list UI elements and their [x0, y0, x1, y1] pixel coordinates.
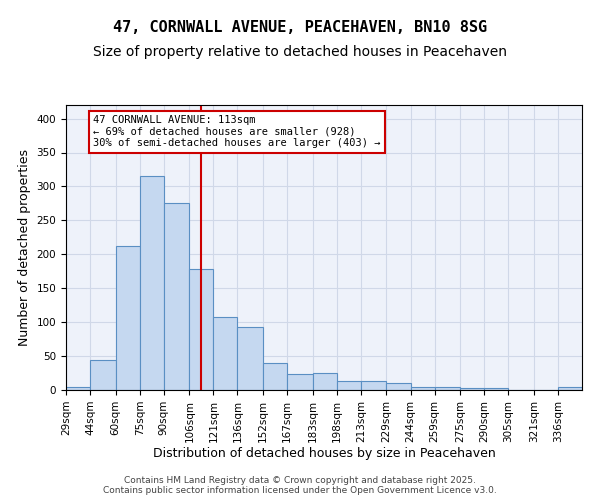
Bar: [410, 386, 434, 390]
Bar: [140, 176, 164, 390]
Bar: [190, 269, 214, 390]
Bar: [337, 380, 361, 390]
Bar: [66, 386, 90, 390]
Bar: [558, 388, 582, 390]
X-axis label: Distribution of detached houses by size in Peacehaven: Distribution of detached houses by size …: [152, 448, 496, 460]
Bar: [361, 381, 386, 390]
Bar: [287, 374, 313, 390]
Bar: [116, 246, 140, 390]
Bar: [90, 360, 116, 390]
Bar: [434, 386, 460, 390]
Bar: [238, 327, 263, 390]
Bar: [263, 363, 287, 390]
Bar: [313, 373, 337, 390]
Bar: [386, 382, 410, 390]
Y-axis label: Number of detached properties: Number of detached properties: [18, 149, 31, 346]
Bar: [164, 204, 190, 390]
Text: 47 CORNWALL AVENUE: 113sqm
← 69% of detached houses are smaller (928)
30% of sem: 47 CORNWALL AVENUE: 113sqm ← 69% of deta…: [93, 115, 381, 148]
Bar: [484, 388, 508, 390]
Text: Contains HM Land Registry data © Crown copyright and database right 2025.
Contai: Contains HM Land Registry data © Crown c…: [103, 476, 497, 495]
Text: 47, CORNWALL AVENUE, PEACEHAVEN, BN10 8SG: 47, CORNWALL AVENUE, PEACEHAVEN, BN10 8S…: [113, 20, 487, 35]
Bar: [214, 318, 238, 390]
Text: Size of property relative to detached houses in Peacehaven: Size of property relative to detached ho…: [93, 45, 507, 59]
Bar: [460, 388, 484, 390]
